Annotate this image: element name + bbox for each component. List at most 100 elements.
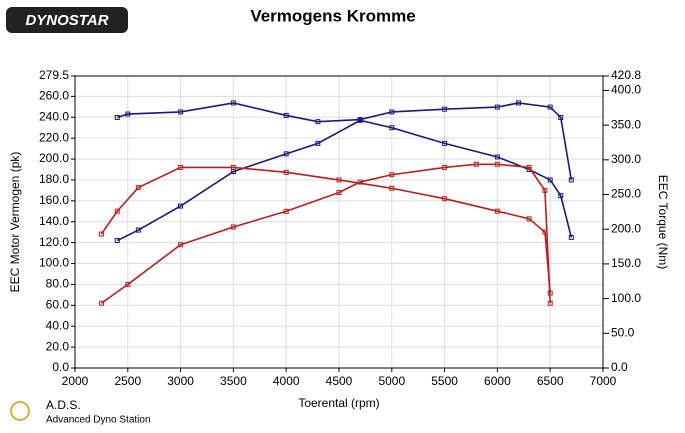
point-marker — [283, 112, 289, 118]
point-marker — [526, 216, 532, 222]
footer-subtitle: Advanced Dyno Station — [46, 415, 151, 426]
point-marker — [494, 161, 500, 167]
point-marker — [389, 172, 395, 178]
point-marker — [442, 140, 448, 146]
y-tick-label: 240.0 — [39, 109, 69, 123]
y-tick-label: 279.5 — [39, 68, 69, 82]
y-axis-label: EEC Motor Vermogen (pk) — [8, 152, 22, 293]
point-marker — [178, 164, 184, 170]
point-marker — [135, 227, 141, 233]
y-tick-label: 80.0 — [46, 277, 70, 291]
y-tick-label: 60.0 — [46, 297, 70, 311]
logo-box — [6, 7, 128, 33]
chart-title: Vermogens Kromme — [250, 6, 415, 25]
x-tick-label: 5000 — [378, 374, 405, 388]
point-marker — [98, 231, 104, 237]
y-tick-label: 180.0 — [39, 172, 69, 186]
point-marker — [389, 125, 395, 131]
point-marker — [442, 196, 448, 202]
x-tick-label: 3000 — [167, 374, 194, 388]
point-marker — [283, 208, 289, 214]
y2-tick-label: 100.0 — [611, 291, 641, 305]
series-line — [100, 163, 551, 304]
logo: DYNOSTAR — [25, 12, 108, 29]
y-tick-label: 200.0 — [39, 151, 69, 165]
point-marker — [178, 242, 184, 248]
y2-tick-label: 400.0 — [611, 83, 641, 97]
point-marker — [516, 100, 522, 106]
y2-tick-label: 200.0 — [611, 221, 641, 235]
series-line — [116, 102, 573, 181]
y2-axis-label: EEC Torque (Nm) — [656, 175, 670, 269]
point-marker — [336, 177, 342, 183]
point-marker — [283, 169, 289, 175]
footer-title: A.D.S. — [46, 398, 81, 412]
y2-tick-label: 150.0 — [611, 256, 641, 270]
y2-tick-label: 420.8 — [611, 68, 641, 82]
point-marker — [178, 109, 184, 115]
point-marker — [568, 234, 574, 240]
plot-frame — [74, 75, 604, 369]
point-marker — [114, 114, 120, 120]
x-tick-label: 2500 — [114, 374, 141, 388]
point-marker — [230, 224, 236, 230]
x-tick-label: 6500 — [537, 374, 564, 388]
point-marker — [315, 119, 321, 125]
series-line — [116, 119, 573, 242]
x-tick-label: 5500 — [431, 374, 458, 388]
point-marker — [114, 238, 120, 244]
x-tick-label: 6000 — [484, 374, 511, 388]
y-tick-label: 260.0 — [39, 89, 69, 103]
point-marker — [357, 117, 363, 123]
x-tick-label: 7000 — [590, 374, 617, 388]
x-tick-label: 3500 — [220, 374, 247, 388]
y-tick-label: 20.0 — [46, 339, 70, 353]
point-marker — [542, 187, 548, 193]
point-marker — [494, 104, 500, 110]
x-tick-label: 4000 — [273, 374, 300, 388]
point-marker — [547, 300, 553, 306]
y-tick-label: 40.0 — [46, 318, 70, 332]
point-marker — [568, 177, 574, 183]
y2-tick-label: 0.0 — [611, 360, 628, 374]
point-marker — [389, 109, 395, 115]
series-line — [100, 166, 551, 294]
point-marker — [178, 203, 184, 209]
point-marker — [336, 189, 342, 195]
point-marker — [558, 193, 564, 199]
point-marker — [494, 208, 500, 214]
x-tick-label: 4500 — [326, 374, 353, 388]
point-marker — [494, 154, 500, 160]
point-marker — [125, 281, 131, 287]
point-marker — [114, 208, 120, 214]
point-marker — [230, 164, 236, 170]
point-marker — [558, 114, 564, 120]
footer-icon — [10, 401, 30, 421]
x-tick-label: 2000 — [62, 374, 89, 388]
y2-tick-label: 350.0 — [611, 117, 641, 131]
point-marker — [442, 106, 448, 112]
point-marker — [283, 151, 289, 157]
y2-tick-label: 50.0 — [611, 325, 635, 339]
x-axis-label: Toerental (rpm) — [298, 396, 379, 410]
y-tick-label: 140.0 — [39, 214, 69, 228]
point-marker — [473, 161, 479, 167]
y2-tick-label: 300.0 — [611, 152, 641, 166]
y2-tick-label: 250.0 — [611, 187, 641, 201]
point-marker — [547, 177, 553, 183]
point-marker — [315, 140, 321, 146]
point-marker — [135, 185, 141, 191]
y-tick-label: 120.0 — [39, 235, 69, 249]
y-tick-label: 100.0 — [39, 256, 69, 270]
point-marker — [389, 185, 395, 191]
point-marker — [125, 111, 131, 117]
point-marker — [98, 300, 104, 306]
point-marker — [547, 104, 553, 110]
y-tick-label: 0.0 — [52, 360, 69, 374]
point-marker — [230, 100, 236, 106]
point-marker — [357, 179, 363, 185]
y-tick-label: 220.0 — [39, 130, 69, 144]
point-marker — [442, 164, 448, 170]
y-tick-label: 160.0 — [39, 193, 69, 207]
